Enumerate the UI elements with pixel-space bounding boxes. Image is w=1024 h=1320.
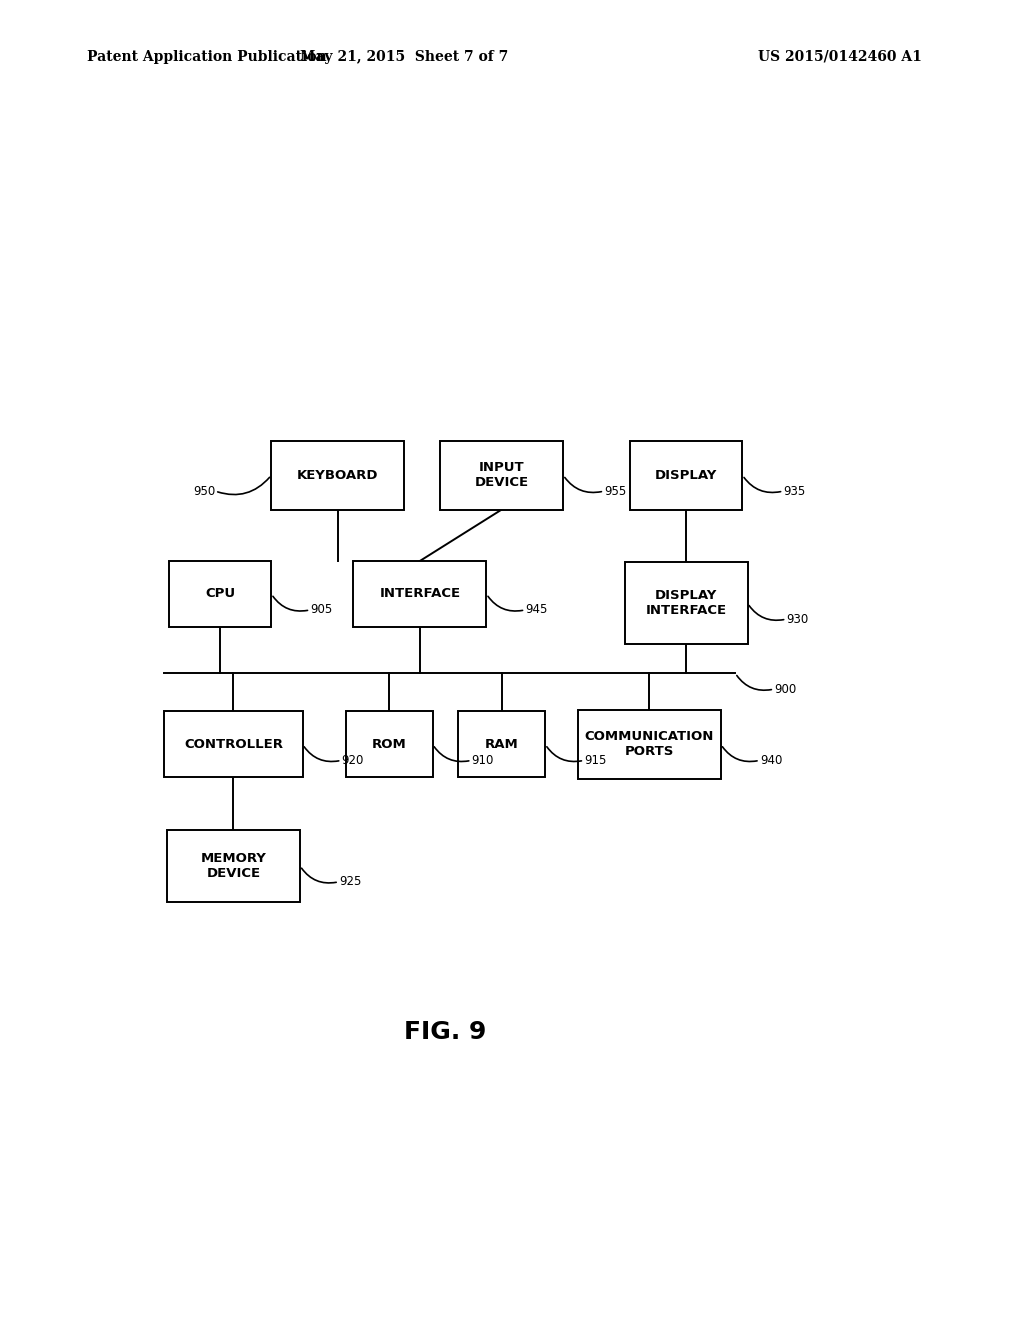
Text: INTERFACE: INTERFACE [379, 587, 461, 601]
Bar [346, 711, 433, 777]
Text: COMMUNICATION
PORTS: COMMUNICATION PORTS [585, 730, 714, 759]
Text: KEYBOARD: KEYBOARD [297, 469, 379, 482]
Bar [459, 711, 545, 777]
Text: CPU: CPU [205, 587, 236, 601]
Bar [630, 441, 742, 510]
Text: 930: 930 [786, 612, 809, 626]
Bar [625, 562, 748, 644]
Text: MEMORY
DEVICE: MEMORY DEVICE [201, 851, 266, 880]
Bar [164, 711, 303, 777]
Text: RAM: RAM [485, 738, 518, 751]
Text: 925: 925 [339, 875, 361, 888]
Text: Patent Application Publication: Patent Application Publication [87, 50, 327, 63]
Bar [271, 441, 404, 510]
Text: 900: 900 [774, 682, 797, 696]
Text: INPUT
DEVICE: INPUT DEVICE [475, 461, 528, 490]
Bar [169, 561, 271, 627]
Text: 915: 915 [584, 754, 606, 767]
Text: 945: 945 [525, 603, 548, 616]
Text: 920: 920 [341, 754, 364, 767]
Text: 955: 955 [604, 484, 627, 498]
Text: FIG. 9: FIG. 9 [404, 1020, 486, 1044]
Text: 950: 950 [193, 484, 215, 498]
Text: CONTROLLER: CONTROLLER [184, 738, 283, 751]
Text: May 21, 2015  Sheet 7 of 7: May 21, 2015 Sheet 7 of 7 [300, 50, 509, 63]
Text: 905: 905 [310, 603, 333, 616]
Text: DISPLAY: DISPLAY [655, 469, 717, 482]
Bar [167, 830, 300, 903]
Text: DISPLAY
INTERFACE: DISPLAY INTERFACE [645, 589, 727, 618]
Text: US 2015/0142460 A1: US 2015/0142460 A1 [758, 50, 922, 63]
Bar [578, 710, 721, 779]
Bar [353, 561, 486, 627]
Text: ROM: ROM [372, 738, 407, 751]
Text: 910: 910 [471, 754, 494, 767]
Bar [440, 441, 563, 510]
Text: 935: 935 [783, 484, 806, 498]
Text: 940: 940 [760, 754, 782, 767]
